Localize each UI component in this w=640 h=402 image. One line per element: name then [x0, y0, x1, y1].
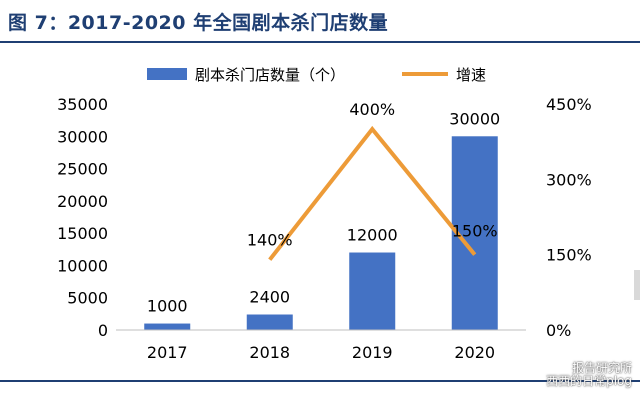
bar: [349, 252, 396, 330]
growth-data-label: 150%: [452, 222, 498, 241]
y-left-tick-label: 35000: [57, 95, 108, 114]
edge-mark: [634, 270, 640, 300]
y-left-tick-label: 25000: [57, 160, 108, 179]
watermark-line-2: 西西的日常plog: [546, 374, 632, 388]
legend-bar-swatch: [147, 68, 187, 80]
x-tick-label: 2019: [352, 343, 393, 362]
bar-data-label: 1000: [147, 297, 188, 316]
y-left-tick-label: 0: [98, 321, 108, 340]
bar-data-label: 2400: [249, 288, 290, 307]
y-left-tick-label: 5000: [67, 289, 108, 308]
footer-divider: [0, 380, 640, 382]
chart-title: 图 7：2017-2020 年全国剧本杀门店数量: [8, 12, 389, 34]
bar-data-label: 12000: [347, 226, 398, 245]
bar-data-label: 30000: [449, 109, 500, 128]
growth-data-label: 400%: [349, 100, 395, 119]
y-left-tick-label: 30000: [57, 127, 108, 146]
y-right-tick-label: 300%: [546, 170, 592, 189]
legend-bar-label: 剧本杀门店数量（个）: [195, 66, 345, 84]
growth-data-label: 140%: [247, 231, 293, 250]
y-right-tick-label: 450%: [546, 95, 592, 114]
x-tick-label: 2018: [249, 343, 290, 362]
y-left-tick-label: 15000: [57, 224, 108, 243]
y-right-tick-label: 150%: [546, 246, 592, 265]
bar: [144, 323, 191, 330]
y-left-tick-label: 10000: [57, 256, 108, 275]
watermark-line-1: 报告研究所: [571, 361, 632, 375]
legend-line-label: 增速: [456, 66, 486, 84]
x-tick-label: 2017: [147, 343, 188, 362]
y-right-tick-label: 0%: [546, 321, 571, 340]
bar: [246, 314, 293, 330]
watermark: 报告研究所 西西的日常plog: [546, 362, 632, 388]
y-left-tick-label: 20000: [57, 192, 108, 211]
title-divider: [0, 41, 640, 43]
x-tick-label: 2020: [454, 343, 495, 362]
